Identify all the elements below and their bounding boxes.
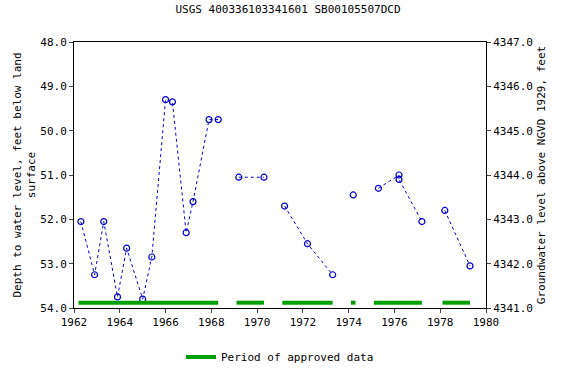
svg-text:49.0: 49.0 — [40, 80, 67, 93]
svg-text:1964: 1964 — [107, 316, 134, 329]
svg-text:50.0: 50.0 — [40, 125, 67, 138]
svg-text:1968: 1968 — [198, 316, 225, 329]
svg-text:1976: 1976 — [381, 316, 408, 329]
svg-text:Depth to water level, feet bel: Depth to water level, feet below landsur… — [11, 52, 38, 297]
svg-text:53.0: 53.0 — [40, 258, 67, 271]
svg-text:4345.0: 4345.0 — [493, 125, 533, 138]
svg-text:4341.0: 4341.0 — [493, 302, 533, 315]
svg-text:1970: 1970 — [244, 316, 271, 329]
svg-text:Groundwater level above NGVD 1: Groundwater level above NGVD 1929, feet — [535, 46, 548, 304]
svg-text:1980: 1980 — [473, 316, 500, 329]
svg-text:USGS 400336103341601 SB0010550: USGS 400336103341601 SB00105507DCD — [175, 3, 400, 16]
svg-text:Period of approved data: Period of approved data — [221, 351, 373, 364]
svg-text:1962: 1962 — [61, 316, 88, 329]
svg-text:1974: 1974 — [335, 316, 362, 329]
svg-text:4347.0: 4347.0 — [493, 36, 533, 49]
svg-text:4346.0: 4346.0 — [493, 80, 533, 93]
svg-text:1966: 1966 — [152, 316, 179, 329]
svg-text:51.0: 51.0 — [40, 169, 67, 182]
svg-text:1972: 1972 — [290, 316, 317, 329]
svg-text:4344.0: 4344.0 — [493, 169, 533, 182]
svg-text:4343.0: 4343.0 — [493, 213, 533, 226]
svg-text:1978: 1978 — [427, 316, 454, 329]
svg-text:48.0: 48.0 — [40, 36, 67, 49]
svg-text:52.0: 52.0 — [40, 213, 67, 226]
svg-text:4342.0: 4342.0 — [493, 258, 533, 271]
svg-text:54.0: 54.0 — [40, 302, 67, 315]
